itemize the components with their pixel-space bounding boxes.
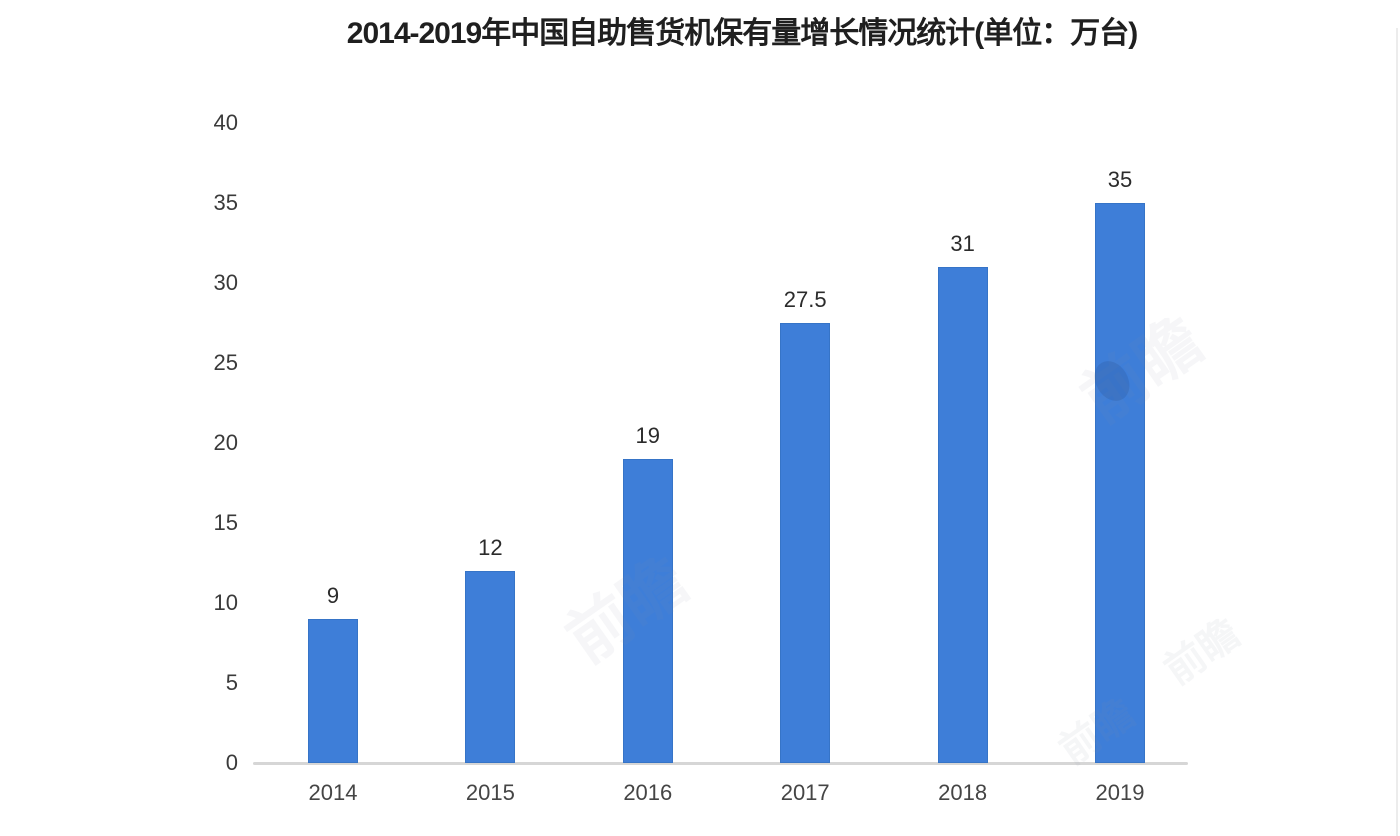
y-axis-tick-label: 15 [213,510,238,535]
bar-2016 [622,459,673,763]
bar-value-label: 12 [478,535,503,560]
x-axis-tick-label: 2014 [308,780,358,805]
bar-value-label: 9 [326,583,340,608]
x-axis-line [253,762,1188,765]
bar-value-label: 27.5 [783,287,827,312]
x-axis-tick-label: 2017 [780,780,830,805]
y-axis-tick-label: 0 [225,750,238,775]
x-axis-tick-label: 2016 [623,780,673,805]
bar-2014 [308,619,358,763]
x-axis-tick-label: 2015 [465,780,515,805]
y-axis-tick-label: 35 [213,190,238,215]
bar-value-label: 19 [635,423,661,448]
y-axis-tick-label: 25 [213,350,238,375]
bar-2015 [465,571,516,763]
bar-value-label: 35 [1107,167,1133,192]
chart-title: 2014-2019年中国自助售货机保有量增长情况统计(单位：万台) [346,17,1138,50]
bar-value-label: 31 [950,231,975,256]
y-axis-tick-label: 40 [213,110,238,135]
bar-2019 [1095,203,1145,763]
y-axis-tick-label: 20 [213,430,238,455]
x-axis-tick-label: 2018 [938,780,988,805]
watermark: 前瞻 [1156,611,1248,694]
bar-2018 [937,267,988,763]
page-edge-artifact [1396,28,1398,836]
bar-2017 [780,323,831,763]
y-axis-tick-label: 10 [213,590,238,615]
x-axis-tick-label: 2019 [1095,780,1145,805]
y-axis-tick-label: 5 [225,670,238,695]
y-axis-tick-label: 30 [213,270,238,295]
